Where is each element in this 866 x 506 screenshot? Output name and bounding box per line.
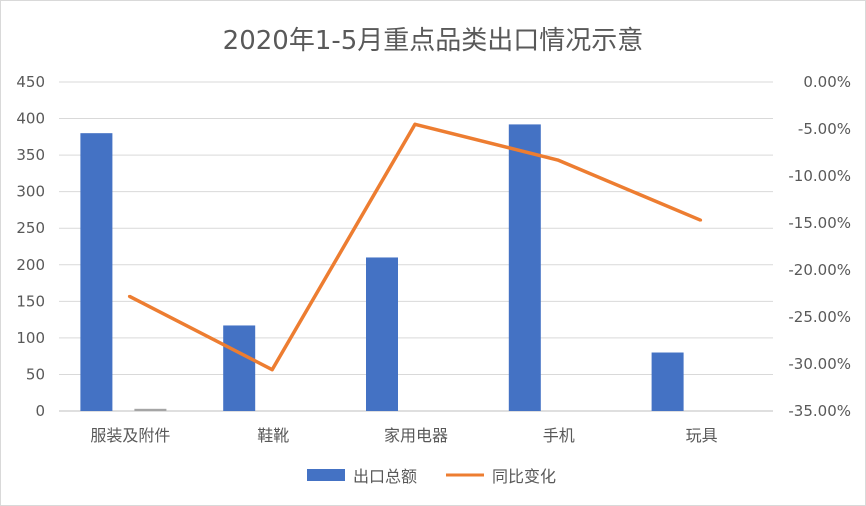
right-tick-label: -25.00% <box>788 308 851 326</box>
line-point <box>270 368 274 372</box>
category-label: 鞋靴 <box>257 426 289 445</box>
left-tick-label: 50 <box>26 365 45 383</box>
left-tick-label: 250 <box>16 219 45 237</box>
chart-title: 2020年1-5月重点品类出口情况示意 <box>223 26 644 56</box>
bar <box>651 352 684 411</box>
category-label: 手机 <box>543 426 575 445</box>
legend-swatch-bar <box>307 469 345 481</box>
left-tick-label: 400 <box>16 110 45 128</box>
right-tick-label: -35.00% <box>788 402 851 420</box>
line-point <box>127 294 131 298</box>
right-tick-label: -30.00% <box>788 355 851 373</box>
left-tick-label: 0 <box>35 402 45 420</box>
category-labels: 服装及附件 鞋靴 家用电器 手机 玩具 <box>90 426 717 445</box>
left-axis-ticks: 0 50 100 150 200 250 300 350 400 450 <box>16 73 45 420</box>
left-tick-label: 450 <box>16 73 45 91</box>
right-tick-label: -10.00% <box>788 167 851 185</box>
bar <box>508 124 541 411</box>
line-path <box>128 122 702 372</box>
line-point <box>413 122 417 126</box>
left-tick-label: 300 <box>16 183 45 201</box>
left-tick-label: 150 <box>16 292 45 310</box>
bar-series <box>80 124 684 411</box>
bar-minor <box>134 408 167 411</box>
right-tick-label: -15.00% <box>788 214 851 232</box>
legend: 出口总额 同比变化 <box>307 467 556 486</box>
left-tick-label: 350 <box>16 146 45 164</box>
left-tick-label: 100 <box>16 329 45 347</box>
line-series <box>127 122 703 372</box>
category-label: 家用电器 <box>384 426 448 445</box>
right-tick-label: -20.00% <box>788 261 851 279</box>
right-tick-label: 0.00% <box>803 73 851 91</box>
right-tick-label: -5.00% <box>798 120 851 138</box>
legend-label-line: 同比变化 <box>492 467 556 486</box>
category-label: 玩具 <box>686 426 718 445</box>
right-axis-ticks: 0.00% -5.00% -10.00% -15.00% -20.00% -25.00% -… <box>788 73 851 420</box>
grid-lines <box>59 81 773 412</box>
left-tick-label: 200 <box>16 256 45 274</box>
bar <box>366 257 398 411</box>
line-point <box>556 158 560 162</box>
category-label: 服装及附件 <box>90 426 170 445</box>
bar <box>223 325 256 411</box>
legend-label-bar: 出口总额 <box>353 467 417 486</box>
bar <box>80 133 113 411</box>
line-point <box>699 218 703 222</box>
